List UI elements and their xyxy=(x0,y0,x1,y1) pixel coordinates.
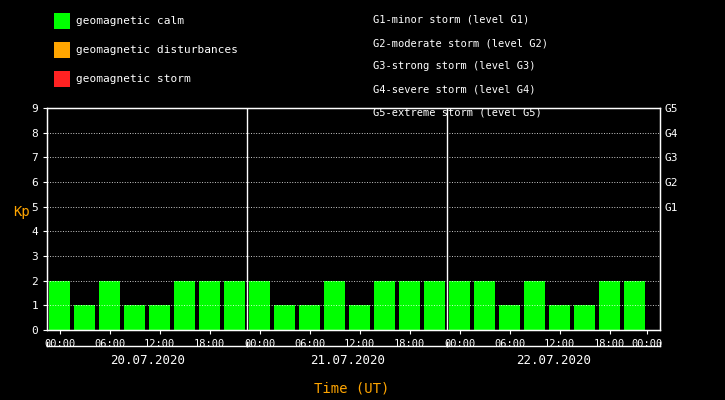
Text: G5-extreme storm (level G5): G5-extreme storm (level G5) xyxy=(373,108,542,118)
Bar xyxy=(624,281,645,330)
Bar xyxy=(549,305,571,330)
Bar xyxy=(449,281,471,330)
Bar xyxy=(149,305,170,330)
Bar xyxy=(199,281,220,330)
Text: G3-strong storm (level G3): G3-strong storm (level G3) xyxy=(373,62,536,72)
Y-axis label: Kp: Kp xyxy=(13,205,30,219)
Bar xyxy=(474,281,495,330)
Bar xyxy=(324,281,345,330)
Bar xyxy=(524,281,545,330)
Text: geomagnetic disturbances: geomagnetic disturbances xyxy=(76,45,238,55)
Bar xyxy=(99,281,120,330)
Text: G1-minor storm (level G1): G1-minor storm (level G1) xyxy=(373,15,530,25)
Bar xyxy=(49,281,70,330)
Bar xyxy=(174,281,195,330)
Bar xyxy=(74,305,95,330)
Text: geomagnetic storm: geomagnetic storm xyxy=(76,74,191,84)
Bar xyxy=(249,281,270,330)
Text: 20.07.2020: 20.07.2020 xyxy=(109,354,185,366)
Text: 22.07.2020: 22.07.2020 xyxy=(516,354,591,366)
Bar xyxy=(499,305,521,330)
Text: G2-moderate storm (level G2): G2-moderate storm (level G2) xyxy=(373,38,548,48)
Bar xyxy=(399,281,420,330)
Text: Time (UT): Time (UT) xyxy=(314,382,389,396)
Bar xyxy=(424,281,445,330)
Bar xyxy=(299,305,320,330)
Text: 21.07.2020: 21.07.2020 xyxy=(310,354,385,366)
Text: geomagnetic calm: geomagnetic calm xyxy=(76,16,184,26)
Bar xyxy=(599,281,621,330)
Bar xyxy=(124,305,145,330)
Bar xyxy=(274,305,295,330)
Text: G4-severe storm (level G4): G4-severe storm (level G4) xyxy=(373,85,536,95)
Bar xyxy=(574,305,595,330)
Bar xyxy=(374,281,395,330)
Bar xyxy=(349,305,370,330)
Bar xyxy=(224,281,245,330)
